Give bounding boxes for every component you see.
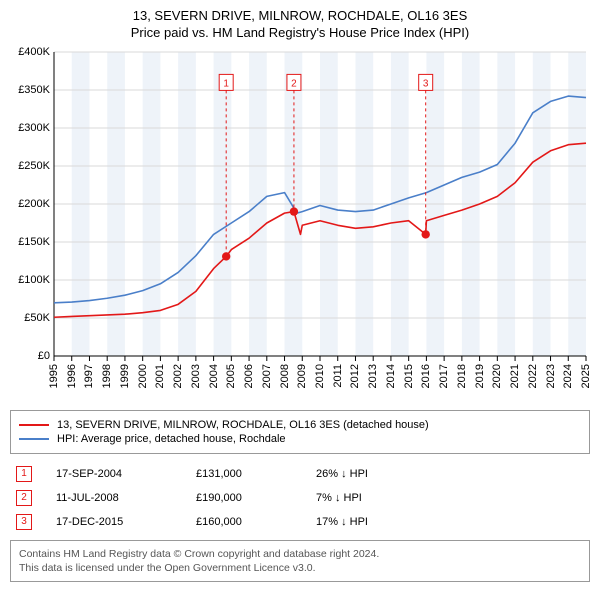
title-subtitle: Price paid vs. HM Land Registry's House …: [10, 25, 590, 40]
legend-label: 13, SEVERN DRIVE, MILNROW, ROCHDALE, OL1…: [57, 419, 429, 431]
x-tick-label: 2014: [385, 364, 397, 388]
tx-date: 17-DEC-2015: [50, 510, 190, 534]
x-tick-label: 1999: [119, 364, 131, 388]
chart-container: 13, SEVERN DRIVE, MILNROW, ROCHDALE, OL1…: [0, 0, 600, 590]
legend-swatch: [19, 438, 49, 440]
legend-swatch: [19, 424, 49, 426]
x-tick-label: 2009: [296, 364, 308, 388]
x-tick-label: 2022: [527, 364, 539, 388]
y-tick-label: £350K: [10, 84, 50, 96]
legend-item: HPI: Average price, detached house, Roch…: [19, 433, 581, 445]
x-tick-label: 2004: [208, 364, 220, 388]
x-tick-label: 2018: [456, 364, 468, 388]
y-tick-label: £300K: [10, 122, 50, 134]
table-row: 3 17-DEC-2015£160,00017% ↓ HPI: [10, 510, 590, 534]
y-tick-label: £200K: [10, 198, 50, 210]
x-tick-label: 1998: [101, 364, 113, 388]
chart-area: 1 2 3 £0 £50K £100K £150K £200K £250K £300K £350K…: [10, 46, 590, 406]
x-tick-label: 1995: [48, 364, 60, 388]
y-tick-label: £400K: [10, 46, 50, 58]
x-tick-label: 2025: [580, 364, 592, 388]
x-tick-label: 2015: [403, 364, 415, 388]
tx-price: £131,000: [190, 462, 310, 486]
x-tick-label: 2001: [154, 364, 166, 388]
x-tick-label: 2024: [562, 364, 574, 388]
footer-line-1: Contains HM Land Registry data © Crown c…: [19, 547, 581, 561]
legend-item: 13, SEVERN DRIVE, MILNROW, ROCHDALE, OL1…: [19, 419, 581, 431]
footer-line-2: This data is licensed under the Open Gov…: [19, 561, 581, 575]
y-tick-label: £50K: [10, 312, 50, 324]
x-tick-label: 2011: [332, 364, 344, 388]
x-tick-label: 2005: [225, 364, 237, 388]
y-tick-label: £0: [10, 350, 50, 362]
legend-label: HPI: Average price, detached house, Roch…: [57, 433, 286, 445]
x-tick-label: 2006: [243, 364, 255, 388]
x-tick-label: 2019: [474, 364, 486, 388]
tx-price: £160,000: [190, 510, 310, 534]
x-tick-label: 2008: [279, 364, 291, 388]
attribution-footer: Contains HM Land Registry data © Crown c…: [10, 540, 590, 582]
transaction-marker: 3: [16, 514, 32, 530]
x-tick-label: 2013: [367, 364, 379, 388]
y-tick-label: £100K: [10, 274, 50, 286]
svg-text:3: 3: [423, 78, 429, 89]
transactions-table: 1 17-SEP-2004£131,00026% ↓ HPI 2 11-JUL-200…: [10, 462, 590, 534]
y-tick-label: £150K: [10, 236, 50, 248]
x-tick-label: 2007: [261, 364, 273, 388]
tx-delta: 7% ↓ HPI: [310, 486, 590, 510]
tx-date: 17-SEP-2004: [50, 462, 190, 486]
tx-price: £190,000: [190, 486, 310, 510]
line-chart: 1 2 3: [10, 46, 590, 406]
title-block: 13, SEVERN DRIVE, MILNROW, ROCHDALE, OL1…: [10, 8, 590, 40]
svg-text:1: 1: [223, 78, 229, 89]
x-tick-label: 2017: [438, 364, 450, 388]
tx-delta: 17% ↓ HPI: [310, 510, 590, 534]
x-tick-label: 2002: [172, 364, 184, 388]
table-row: 1 17-SEP-2004£131,00026% ↓ HPI: [10, 462, 590, 486]
tx-delta: 26% ↓ HPI: [310, 462, 590, 486]
x-tick-label: 2016: [420, 364, 432, 388]
legend: 13, SEVERN DRIVE, MILNROW, ROCHDALE, OL1…: [10, 410, 590, 454]
svg-text:2: 2: [291, 78, 297, 89]
table-row: 2 11-JUL-2008£190,0007% ↓ HPI: [10, 486, 590, 510]
x-tick-label: 2021: [509, 364, 521, 388]
transaction-marker: 1: [16, 466, 32, 482]
x-tick-label: 2012: [349, 364, 361, 388]
x-tick-label: 2020: [491, 364, 503, 388]
x-tick-label: 1997: [83, 364, 95, 388]
x-tick-label: 2003: [190, 364, 202, 388]
tx-date: 11-JUL-2008: [50, 486, 190, 510]
y-tick-label: £250K: [10, 160, 50, 172]
x-tick-label: 2023: [545, 364, 557, 388]
x-tick-label: 2010: [314, 364, 326, 388]
title-address: 13, SEVERN DRIVE, MILNROW, ROCHDALE, OL1…: [10, 8, 590, 23]
x-tick-label: 2000: [137, 364, 149, 388]
x-tick-label: 1996: [66, 364, 78, 388]
transaction-marker: 2: [16, 490, 32, 506]
